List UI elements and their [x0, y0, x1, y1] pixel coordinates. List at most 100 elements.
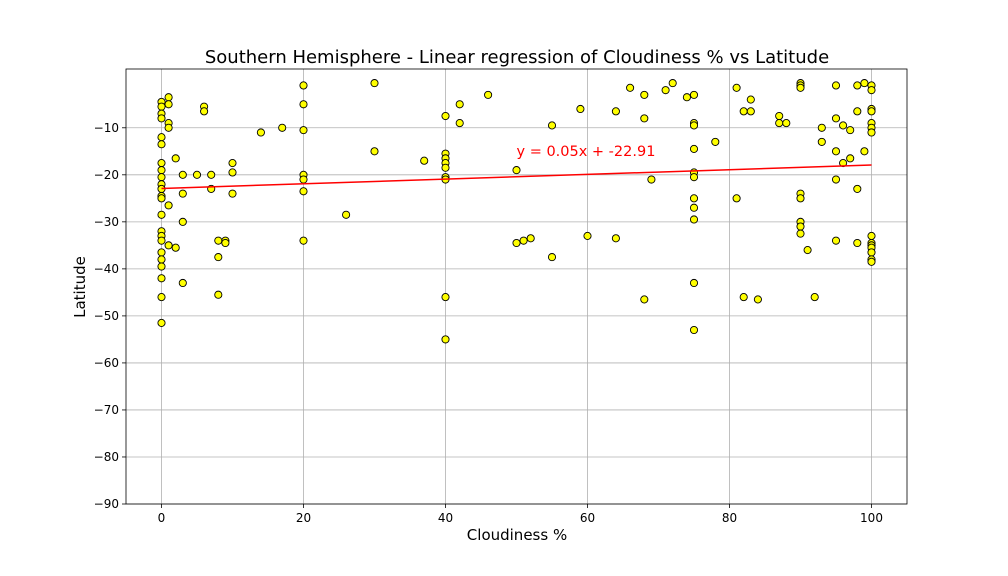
data-point	[689, 278, 699, 288]
y-axis-label: Latitude	[71, 256, 89, 318]
data-point	[732, 194, 741, 203]
data-point	[455, 100, 464, 109]
y-tick-label: −80	[94, 450, 119, 464]
plot-frame	[125, 68, 908, 505]
regression-line-group	[161, 164, 872, 190]
data-point	[228, 168, 237, 177]
data-point	[228, 159, 237, 168]
x-axis-ticks: 0 20 40 60 80 100	[158, 504, 883, 525]
data-point	[178, 189, 187, 198]
gridlines	[126, 69, 907, 505]
data-point	[846, 154, 855, 163]
x-tick-label: 0	[158, 511, 166, 525]
data-point	[668, 79, 677, 88]
x-tick-label: 80	[722, 511, 737, 525]
data-point	[831, 175, 841, 184]
data-point	[157, 274, 166, 283]
data-point	[512, 166, 521, 175]
data-point	[278, 123, 287, 132]
y-tick-label: −10	[94, 121, 119, 135]
data-point	[164, 201, 173, 210]
data-point	[441, 111, 450, 121]
data-point	[867, 128, 876, 137]
data-point	[299, 100, 308, 109]
data-point	[157, 159, 166, 168]
data-point	[441, 335, 450, 344]
data-point	[484, 90, 493, 99]
data-point	[853, 238, 862, 248]
data-point	[640, 114, 649, 123]
data-point	[157, 236, 166, 245]
data-point	[207, 170, 216, 179]
data-point	[689, 325, 699, 335]
data-point	[157, 166, 166, 175]
data-point	[640, 295, 649, 304]
x-tick-label: 40	[438, 511, 453, 525]
scatter-points	[157, 79, 876, 344]
data-point	[370, 147, 379, 156]
data-point	[611, 234, 620, 243]
data-point	[867, 257, 876, 266]
data-point	[441, 293, 450, 302]
data-point	[221, 238, 230, 248]
data-point	[867, 231, 876, 240]
x-tick-label: 60	[580, 511, 595, 525]
data-point	[831, 114, 841, 123]
regression-equation-label: y = 0.05x + -22.91	[517, 144, 656, 160]
y-tick-label: −70	[94, 403, 119, 417]
data-point	[689, 194, 699, 203]
x-tick-label: 100	[860, 511, 883, 525]
data-point	[164, 93, 173, 102]
data-point	[796, 194, 805, 203]
data-point	[796, 222, 805, 231]
data-point	[689, 121, 699, 130]
data-point	[299, 126, 308, 135]
y-axis-ticks: −90 −80 −70 −60 −50 −40 −30 −20 −10	[94, 121, 126, 511]
data-point	[803, 246, 812, 255]
data-point	[647, 175, 656, 184]
data-point	[867, 248, 876, 257]
data-point	[547, 121, 557, 130]
data-point	[867, 86, 876, 95]
data-point	[441, 163, 450, 172]
data-point	[178, 217, 187, 226]
data-point	[831, 81, 841, 90]
data-point	[192, 170, 202, 179]
y-tick-label: −20	[94, 168, 119, 182]
data-point	[157, 262, 166, 271]
data-point	[200, 107, 209, 116]
data-point	[157, 102, 166, 111]
data-point	[831, 147, 841, 156]
data-point	[746, 107, 755, 116]
data-point	[157, 318, 166, 327]
data-point	[810, 293, 819, 302]
data-point	[817, 123, 826, 132]
data-point	[732, 83, 741, 92]
data-point	[157, 255, 166, 264]
data-point	[214, 236, 223, 245]
data-point	[526, 234, 535, 243]
data-point	[157, 114, 166, 123]
data-point	[576, 104, 585, 114]
data-point	[171, 154, 180, 163]
data-point	[342, 210, 351, 219]
y-tick-label: −60	[94, 356, 119, 370]
data-point	[860, 147, 869, 156]
data-point	[256, 128, 265, 137]
data-point	[611, 107, 620, 116]
data-point	[164, 123, 173, 132]
data-point	[214, 253, 223, 262]
regression-line	[161, 164, 872, 190]
data-point	[157, 173, 166, 182]
data-point	[775, 111, 784, 121]
data-point	[853, 107, 862, 116]
data-point	[796, 83, 805, 92]
data-point	[867, 107, 876, 116]
data-point	[299, 236, 308, 245]
data-point	[178, 170, 187, 179]
y-tick-label: −50	[94, 309, 119, 323]
data-point	[299, 175, 308, 184]
y-tick-label: −40	[94, 262, 119, 276]
data-point	[739, 107, 748, 116]
